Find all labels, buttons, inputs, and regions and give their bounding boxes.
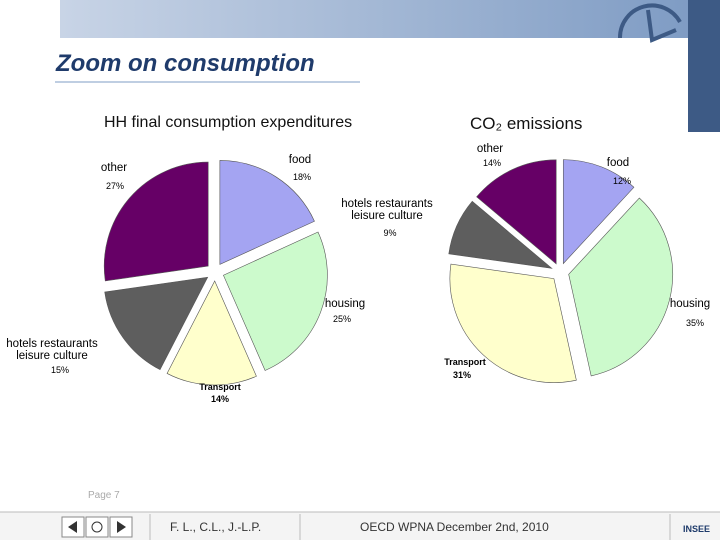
value-label: 31% — [452, 370, 472, 380]
value-label: 25% — [332, 314, 352, 324]
value-label: 14% — [482, 158, 502, 168]
top-bar — [60, 0, 690, 38]
pie-slice — [568, 197, 673, 377]
slice-label: other — [100, 162, 128, 174]
slice-label: Transport — [444, 357, 486, 367]
pie-slice — [219, 160, 315, 265]
nav-home[interactable] — [85, 516, 109, 538]
value-label: 35% — [685, 318, 705, 328]
value-label: 14% — [210, 394, 230, 404]
pie-slice — [448, 200, 553, 269]
authors: F. L., C.L., J.-L.P. — [170, 520, 262, 534]
chart-title: CO₂ emissions — [470, 114, 583, 133]
nav-prev-icon — [68, 521, 77, 533]
slice-label: hotels restaurants leisure culture — [6, 338, 98, 362]
value-label: 18% — [292, 172, 312, 182]
value-label: 9% — [383, 228, 397, 238]
logo-arc — [617, 3, 682, 39]
slice-label: food — [606, 157, 630, 169]
slide-title: Zoom on consumption — [56, 50, 315, 77]
pie-slice — [166, 280, 257, 386]
value-label: 15% — [50, 365, 70, 375]
value-label: 12% — [612, 176, 632, 186]
slice-label: other — [476, 143, 504, 155]
pie-slice — [449, 263, 577, 383]
pie-slice — [562, 159, 635, 265]
pie-slice — [223, 231, 328, 371]
chart-title: HH final consumption expenditures — [104, 114, 353, 131]
nav-next-icon — [117, 521, 126, 533]
pie-slice — [104, 276, 209, 371]
slice-label: food — [288, 154, 312, 166]
event: OECD WPNA December 2nd, 2010 — [360, 520, 549, 534]
logo-text: INSEE — [683, 524, 711, 534]
page-number: Page 7 — [88, 490, 120, 501]
nav-home-icon — [91, 521, 103, 533]
slice-label: housing — [324, 298, 366, 310]
slice-label: housing — [669, 298, 711, 310]
slice-label: hotels restaurants leisure culture — [341, 198, 433, 222]
slice-label: Transport — [199, 382, 241, 392]
logo-mark — [646, 9, 677, 43]
side-bar — [688, 0, 720, 132]
pie-slice — [103, 161, 209, 282]
pie-slice — [476, 159, 557, 265]
value-label: 27% — [105, 181, 125, 191]
